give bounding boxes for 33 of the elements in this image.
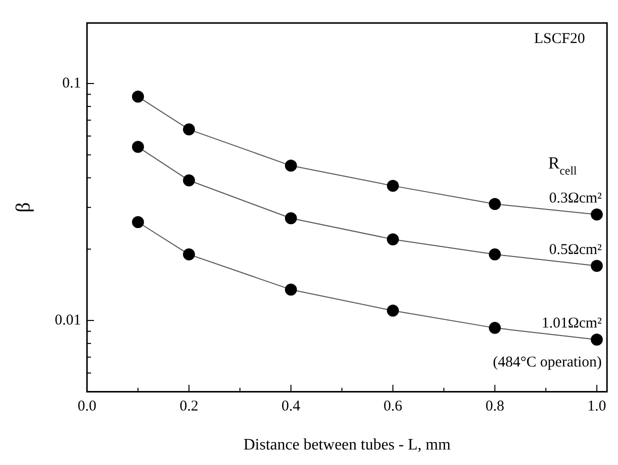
series-label: 1.01Ωcm²: [542, 316, 602, 332]
point: [132, 90, 144, 103]
series-label: 0.5Ωcm²: [549, 242, 602, 258]
point: [284, 160, 297, 172]
x-tick-label: 0.6: [384, 398, 403, 415]
x-tick-label: 0.8: [485, 398, 504, 415]
point: [182, 174, 195, 186]
point: [488, 248, 501, 260]
point: [284, 212, 297, 224]
point: [488, 198, 501, 210]
point: [182, 123, 195, 136]
point: [132, 140, 144, 153]
point: [590, 208, 603, 220]
annotation: LSCF20: [534, 31, 586, 47]
point: [284, 284, 297, 296]
x-tick-label: 0.4: [282, 398, 301, 415]
x-tick-label: 1.0: [587, 398, 606, 415]
x-axis-title: Distance between tubes - L, mm: [243, 436, 452, 454]
point: [590, 334, 603, 346]
y-tick-label: 0.1: [62, 75, 81, 92]
x-tick-label: 0.2: [180, 398, 198, 415]
point: [590, 260, 603, 272]
point: [386, 180, 399, 192]
x-tick-label: 0.0: [78, 398, 96, 415]
point: [386, 304, 399, 317]
y-axis-title: β: [12, 202, 34, 212]
y-tick-label: 0.01: [54, 312, 81, 328]
point: [132, 216, 144, 228]
annotation: (484°C operation): [492, 354, 602, 371]
series-label: 0.3Ωcm²: [549, 190, 602, 206]
point: [488, 322, 501, 334]
point: [182, 248, 195, 260]
point: [386, 233, 399, 246]
